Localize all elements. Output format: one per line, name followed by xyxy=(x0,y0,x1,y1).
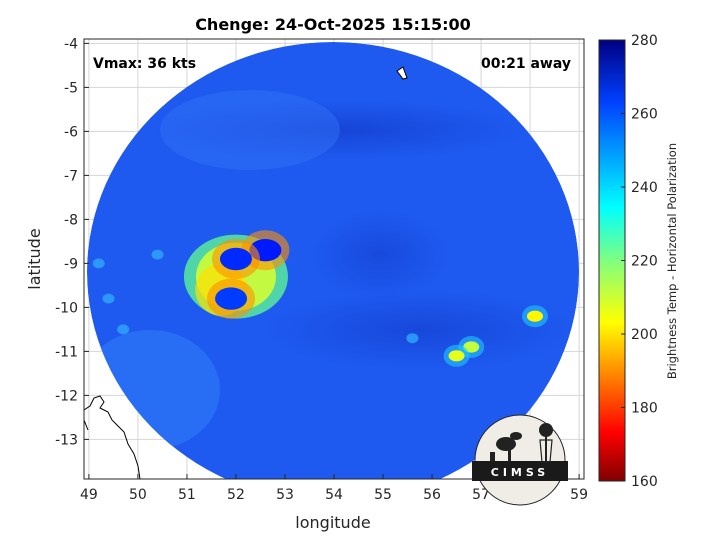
vmax-label: Vmax: 36 kts xyxy=(93,56,196,72)
x-tick-label: 49 xyxy=(80,487,98,503)
y-tick-label: -9 xyxy=(64,256,78,272)
scattered-cloud xyxy=(151,249,164,260)
lighter-region xyxy=(160,90,340,170)
colorbar-tick-label: 240 xyxy=(631,180,658,196)
colorbar-tick-label: 200 xyxy=(631,327,658,343)
colorbar-gradient xyxy=(598,39,626,482)
colorbar-ticks: 160 180 200 220 240 260 280 xyxy=(621,33,658,490)
scattered-cloud xyxy=(92,258,105,269)
y-tick-label: -11 xyxy=(55,344,78,360)
scattered-cloud xyxy=(406,333,419,344)
y-tick-label: -4 xyxy=(64,36,78,52)
colorbar-title: Brightness Temp - Horizontal Polarizatio… xyxy=(665,143,679,379)
cold-cloud-core xyxy=(526,310,543,322)
y-axis-title: latitude xyxy=(25,228,44,289)
cold-cloud-core xyxy=(219,247,252,271)
cimss-logo-text: CIMSS xyxy=(491,466,549,479)
x-tick-label: 52 xyxy=(227,487,245,503)
small-feature-outline xyxy=(396,66,408,80)
colorbar-tick-label: 260 xyxy=(631,107,658,123)
chart-title: Chenge: 24-Oct-2025 15:15:00 xyxy=(195,15,471,34)
y-tick-label: -8 xyxy=(64,212,78,228)
colorbar-tick-label: 180 xyxy=(631,401,658,417)
coastline xyxy=(84,419,89,431)
colorbar-tick-label: 160 xyxy=(631,474,658,490)
x-tick-label: 50 xyxy=(129,487,147,503)
y-tick-label: -5 xyxy=(64,80,78,96)
x-tick-label: 57 xyxy=(472,487,490,503)
x-tick-label: 59 xyxy=(570,487,588,503)
colorbar-tick-label: 220 xyxy=(631,254,658,270)
storm-center-band xyxy=(310,210,450,300)
y-tick-label: -13 xyxy=(55,432,78,448)
y-tick-label: -7 xyxy=(64,168,78,184)
colorbar-tick-label: 280 xyxy=(631,33,658,49)
rain-band xyxy=(260,290,579,370)
x-tick-label: 54 xyxy=(325,487,343,503)
y-tick-label: -6 xyxy=(64,124,78,140)
x-tick-label: 55 xyxy=(374,487,392,503)
x-tick-label: 53 xyxy=(276,487,294,503)
colorbar: 160 180 200 220 240 260 280 Brightness Temp - … xyxy=(598,33,679,490)
y-tick-label: -12 xyxy=(55,388,78,404)
cimss-logo: CIMSS xyxy=(472,414,568,506)
satellite-swath xyxy=(84,42,579,479)
cold-cloud-core xyxy=(448,350,465,362)
x-axis-title: longitude xyxy=(295,513,370,532)
time-away-label: 00:21 away xyxy=(481,56,571,72)
scattered-cloud xyxy=(102,293,115,304)
scattered-cloud xyxy=(117,324,130,335)
convective-cluster xyxy=(92,230,548,367)
y-tick-label: -10 xyxy=(55,300,78,316)
x-tick-label: 56 xyxy=(423,487,441,503)
x-tick-label: 51 xyxy=(178,487,196,503)
cold-cloud-core xyxy=(215,287,248,310)
y-axis: -4 -5 -6 -7 -8 -9 -10 -11 -12 -13 xyxy=(55,36,89,448)
coastline xyxy=(84,395,141,479)
